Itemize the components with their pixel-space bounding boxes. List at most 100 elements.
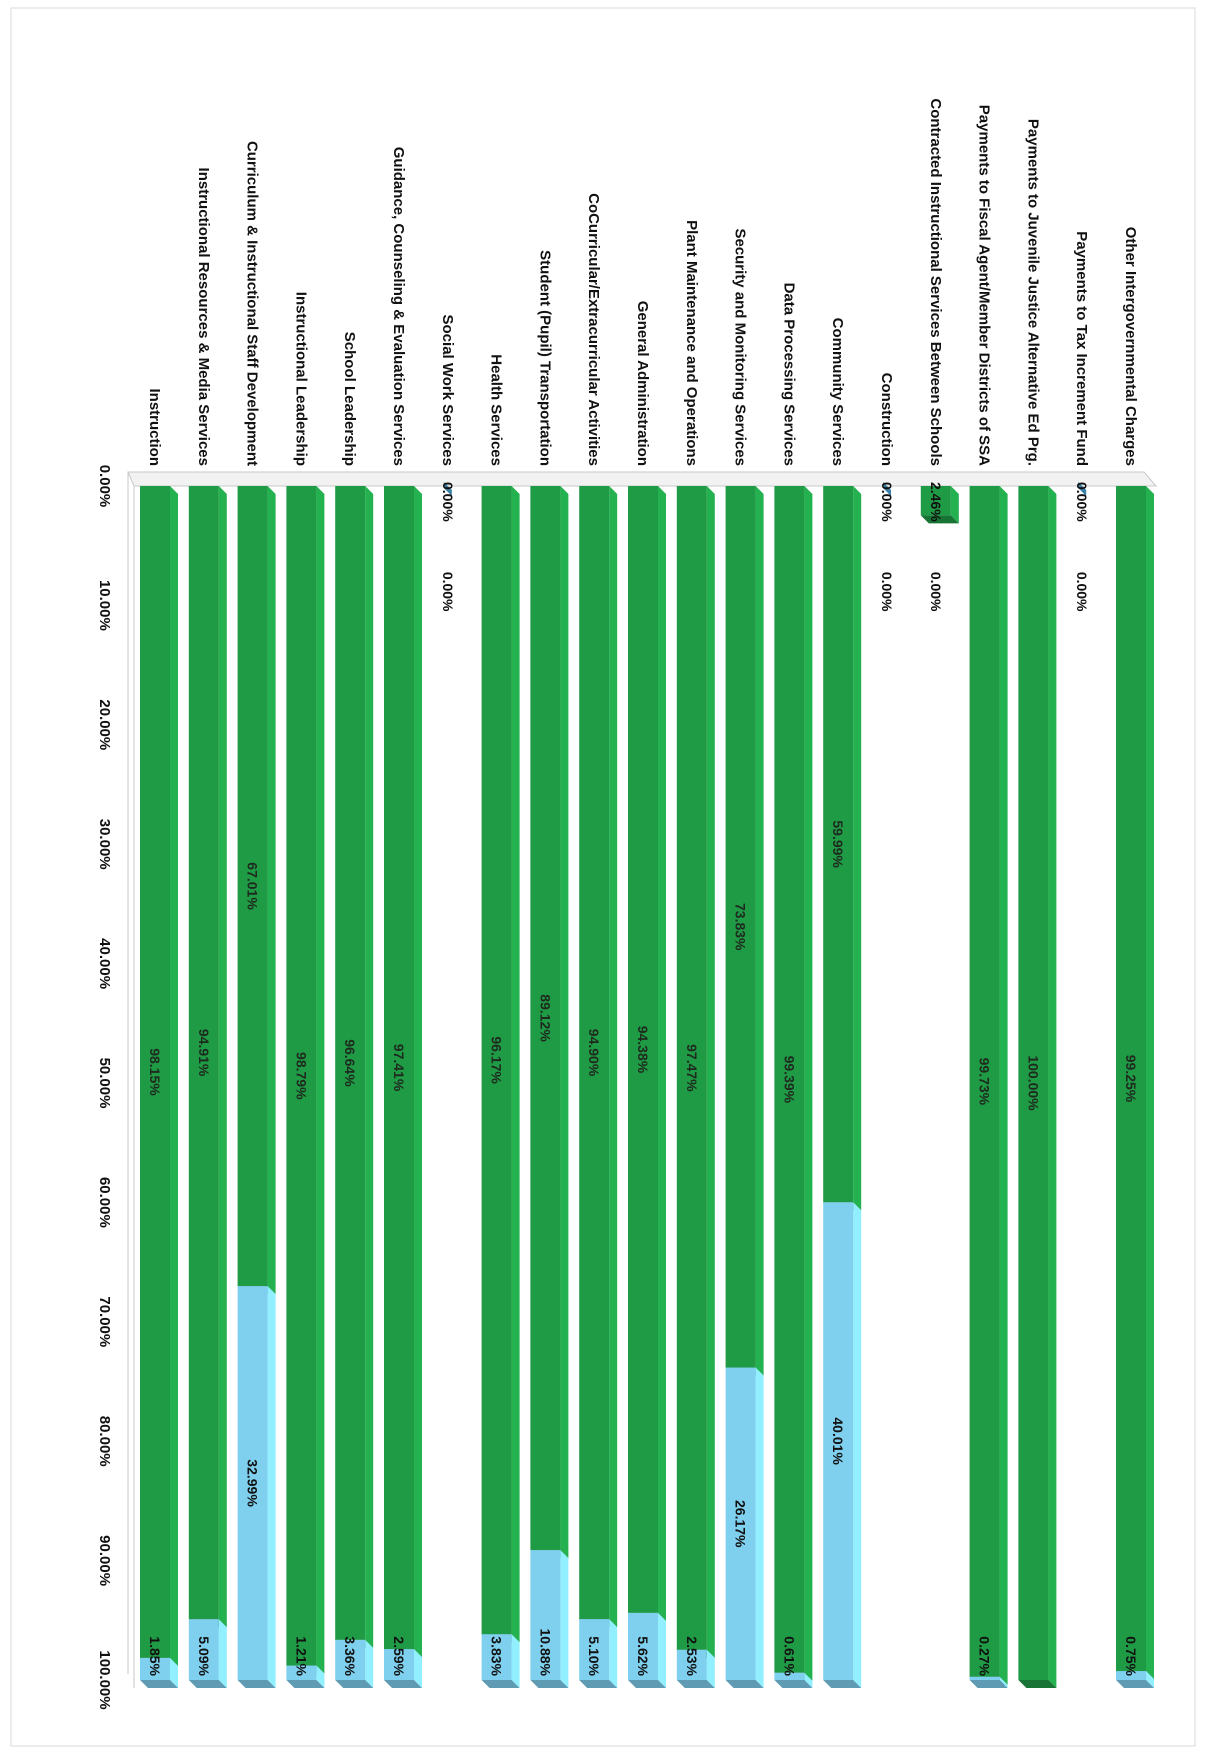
value-label-primary-13: 99.39% bbox=[781, 1056, 797, 1104]
bar-side-1-10 bbox=[628, 1680, 666, 1688]
bar-segment-1-5 bbox=[384, 1649, 414, 1681]
value-label-secondary-16: 0.00% bbox=[928, 572, 944, 612]
value-label-primary-7: 96.17% bbox=[489, 1036, 505, 1084]
bar-side-1-7 bbox=[481, 1680, 520, 1688]
chart-floor bbox=[127, 471, 1158, 1688]
category-label-5: Guidance, Counseling & Evaluation Servic… bbox=[390, 147, 407, 466]
value-label-secondary-11: 2.53% bbox=[684, 1636, 700, 1676]
category-label-0: Instruction bbox=[146, 389, 163, 467]
bar-side-1-8 bbox=[530, 1680, 569, 1688]
value-label-primary-18: 100.00% bbox=[1025, 1055, 1041, 1111]
bar-segment-0-10 bbox=[628, 486, 658, 1613]
bar-segment-1-11 bbox=[676, 1649, 707, 1680]
category-label-15: Construction bbox=[878, 373, 895, 466]
category-label-8: Student (Pupil) Transportation bbox=[536, 250, 553, 466]
value-label-secondary-19: 0.00% bbox=[1074, 572, 1090, 612]
bar-segment-1-0 bbox=[140, 1657, 170, 1681]
bar-top-0-7 bbox=[511, 486, 520, 1643]
bar-segment-1-17 bbox=[969, 1676, 1000, 1681]
axis-tick-label-0: 0.00% bbox=[96, 465, 113, 508]
bar-segment-0-13 bbox=[774, 486, 805, 1673]
bar-segment-1-20 bbox=[1116, 1671, 1146, 1681]
bar-top-1-11 bbox=[706, 1649, 715, 1688]
axis-tick-label-2: 20.00% bbox=[96, 699, 113, 750]
value-label-secondary-5: 2.59% bbox=[391, 1636, 407, 1676]
bar-segment-0-8 bbox=[530, 486, 561, 1551]
bar-top-0-10 bbox=[658, 486, 666, 1621]
value-label-secondary-17: 0.27% bbox=[977, 1636, 993, 1676]
axis-tick-label-3: 30.00% bbox=[96, 819, 113, 870]
value-label-secondary-14: 40.01% bbox=[830, 1417, 846, 1465]
value-label-primary-0: 98.15% bbox=[147, 1048, 163, 1096]
bar-segment-0-18 bbox=[1018, 486, 1049, 1680]
bar-empty-marker-6 bbox=[443, 482, 452, 496]
value-label-secondary-1: 5.09% bbox=[196, 1636, 212, 1676]
axis-tick-label-6: 60.00% bbox=[96, 1177, 113, 1228]
bar-top-0-4 bbox=[365, 486, 374, 1648]
bar-side-1-4 bbox=[335, 1680, 374, 1688]
category-labels: Instruction Instructional Resources & Med… bbox=[146, 98, 1139, 466]
bar-side-1-14 bbox=[823, 1680, 862, 1688]
value-label-primary-19: 0.00% bbox=[1074, 482, 1090, 522]
category-label-7: Health Services bbox=[488, 354, 505, 466]
value-label-primary-6: 0.00% bbox=[440, 482, 456, 522]
bar-top-0-9 bbox=[609, 486, 618, 1628]
bar-segment-1-12 bbox=[725, 1367, 756, 1680]
bar-segment-0-14 bbox=[823, 486, 854, 1203]
bar-top-0-13 bbox=[804, 486, 813, 1681]
bar-top-0-14 bbox=[853, 486, 862, 1211]
category-label-16: Contracted Instructional Services Betwee… bbox=[927, 98, 944, 466]
bar-segment-0-7 bbox=[481, 486, 512, 1635]
bar-top-1-4 bbox=[365, 1639, 374, 1688]
bar-top-0-1 bbox=[218, 486, 227, 1628]
bar-segment-1-13 bbox=[774, 1672, 805, 1680]
value-label-secondary-2: 32.99% bbox=[245, 1459, 261, 1507]
value-label-secondary-3: 1.21% bbox=[293, 1636, 309, 1676]
value-label-secondary-15: 0.00% bbox=[879, 572, 895, 612]
floor-wall bbox=[127, 471, 1158, 487]
bar-segment-1-2 bbox=[237, 1286, 268, 1680]
category-label-10: General Administration bbox=[634, 301, 651, 466]
value-label-primary-1: 94.91% bbox=[196, 1029, 212, 1077]
bar-top-1-10 bbox=[658, 1612, 666, 1688]
bar-segment-1-1 bbox=[188, 1619, 219, 1680]
value-label-primary-20: 99.25% bbox=[1123, 1055, 1139, 1103]
bars-group bbox=[140, 482, 1154, 1688]
bar-side-1-13 bbox=[774, 1680, 813, 1688]
axis-tick-label-9: 90.00% bbox=[96, 1535, 113, 1586]
bar-empty-marker-19 bbox=[1078, 482, 1087, 496]
axis-tick-label-7: 70.00% bbox=[96, 1296, 113, 1347]
value-label-secondary-6: 0.00% bbox=[440, 572, 456, 612]
value-label-primary-3: 98.79% bbox=[293, 1052, 309, 1100]
value-label-primary-12: 73.83% bbox=[733, 903, 749, 951]
value-label-primary-5: 97.41% bbox=[391, 1044, 407, 1092]
bar-side-1-1 bbox=[188, 1680, 227, 1688]
value-label-primary-2: 67.01% bbox=[245, 862, 261, 910]
bar-top-0-3 bbox=[316, 486, 325, 1674]
bar-side-1-5 bbox=[384, 1680, 422, 1688]
bar-top-1-13 bbox=[804, 1672, 813, 1688]
value-label-primary-17: 99.73% bbox=[977, 1058, 993, 1106]
bar-top-0-17 bbox=[999, 486, 1008, 1685]
bar-top-1-14 bbox=[853, 1202, 862, 1688]
value-label-secondary-12: 26.17% bbox=[733, 1500, 749, 1548]
category-label-3: Instructional Leadership bbox=[292, 292, 309, 466]
value-label-primary-11: 97.47% bbox=[684, 1044, 700, 1092]
category-label-2: Curriculum & Instructional Staff Develop… bbox=[244, 141, 261, 466]
axis-tick-label-10: 100.00% bbox=[96, 1650, 113, 1709]
value-label-primary-4: 96.64% bbox=[342, 1039, 358, 1087]
bar-side-0-16 bbox=[920, 515, 959, 524]
bar-segment-0-3 bbox=[286, 486, 317, 1666]
bar-top-0-16 bbox=[950, 486, 959, 524]
bar-segment-0-0 bbox=[140, 486, 170, 1658]
bar-top-1-0 bbox=[170, 1657, 178, 1688]
value-label-secondary-4: 3.36% bbox=[342, 1636, 358, 1676]
bar-top-0-20 bbox=[1146, 486, 1154, 1680]
bar-side-1-3 bbox=[286, 1680, 325, 1688]
value-label-secondary-0: 1.85% bbox=[147, 1636, 163, 1676]
axis-tick-label-8: 80.00% bbox=[96, 1416, 113, 1467]
category-label-18: Payments to Juvenile Justice Alternative… bbox=[1024, 119, 1041, 466]
rotated-chart-group: Instruction Instructional Resources & Med… bbox=[10, 7, 1196, 1747]
category-label-14: Community Services bbox=[829, 318, 846, 466]
axis-tick-labels: 0.00% 10.00% 20.00% 30.00% 40.00% 50.00% 60.00… bbox=[96, 465, 113, 1710]
